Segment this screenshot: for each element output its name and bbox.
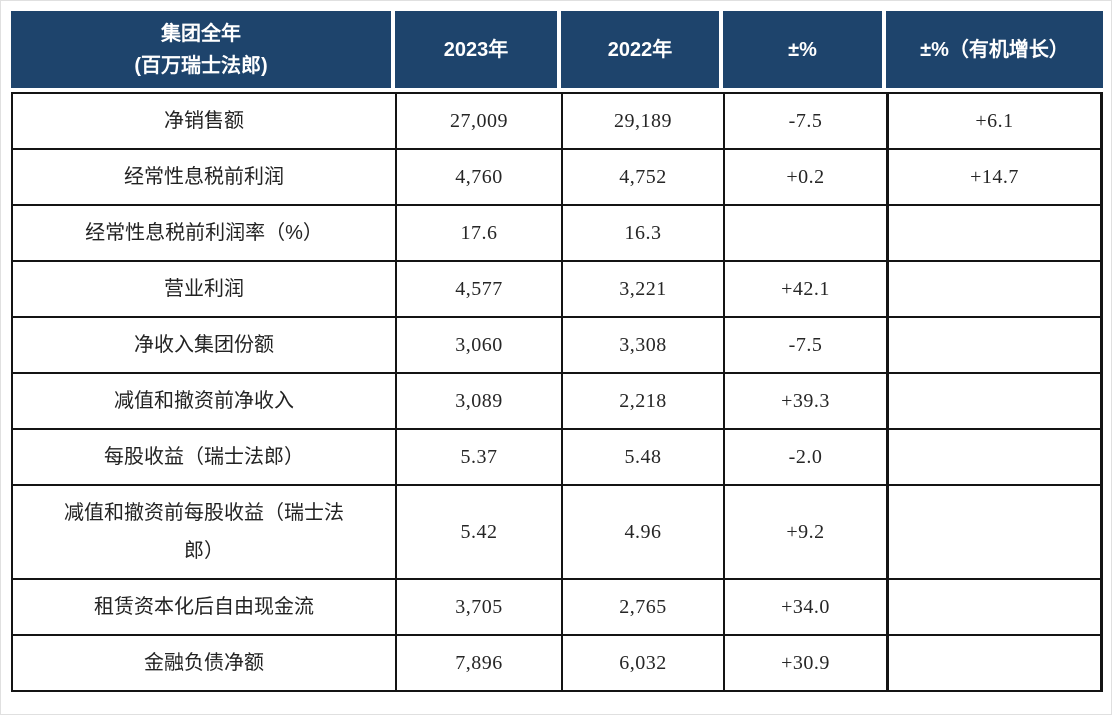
organic-growth xyxy=(886,428,1103,484)
value-2023: 5.37 xyxy=(395,428,561,484)
row-label: 净销售额 xyxy=(11,92,395,148)
change-pct: +42.1 xyxy=(723,260,886,316)
header-year-2023: 2023年 xyxy=(395,11,561,92)
header-group-title-line1: 集团全年 xyxy=(161,22,241,45)
value-2023: 27,009 xyxy=(395,92,561,148)
table-row: 减值和撤资前每股收益（瑞士法郎） 5.42 4.96 +9.2 xyxy=(11,484,1103,578)
change-pct: -2.0 xyxy=(723,428,886,484)
organic-growth xyxy=(886,578,1103,634)
value-2022: 3,308 xyxy=(561,316,723,372)
change-pct: -7.5 xyxy=(723,316,886,372)
value-2023: 17.6 xyxy=(395,204,561,260)
value-2022: 29,189 xyxy=(561,92,723,148)
change-pct xyxy=(723,204,886,260)
table-row: 净收入集团份额 3,060 3,308 -7.5 xyxy=(11,316,1103,372)
financial-results-table: 集团全年 (百万瑞士法郎) 2023年 2022年 ±% ±%（有机增长） 净销… xyxy=(11,11,1103,692)
row-label: 每股收益（瑞士法郎） xyxy=(11,428,395,484)
header-change-pct: ±% xyxy=(723,11,886,92)
change-pct: +0.2 xyxy=(723,148,886,204)
organic-growth xyxy=(886,204,1103,260)
value-2023: 3,089 xyxy=(395,372,561,428)
table-row: 经常性息税前利润率（%） 17.6 16.3 xyxy=(11,204,1103,260)
change-pct: +34.0 xyxy=(723,578,886,634)
row-label: 减值和撤资前净收入 xyxy=(11,372,395,428)
row-label: 金融负债净额 xyxy=(11,634,395,692)
table-row: 营业利润 4,577 3,221 +42.1 xyxy=(11,260,1103,316)
value-2023: 7,896 xyxy=(395,634,561,692)
row-label: 净收入集团份额 xyxy=(11,316,395,372)
organic-growth xyxy=(886,634,1103,692)
row-label: 经常性息税前利润 xyxy=(11,148,395,204)
row-label: 减值和撤资前每股收益（瑞士法郎） xyxy=(11,484,395,578)
organic-growth xyxy=(886,260,1103,316)
value-2022: 4.96 xyxy=(561,484,723,578)
header-group-title-line2: (百万瑞士法郎) xyxy=(134,54,268,77)
organic-growth xyxy=(886,484,1103,578)
organic-growth: +14.7 xyxy=(886,148,1103,204)
table-body: 净销售额 27,009 29,189 -7.5 +6.1 经常性息税前利润 4,760 4,7… xyxy=(11,92,1103,692)
value-2022: 4,752 xyxy=(561,148,723,204)
change-pct: +30.9 xyxy=(723,634,886,692)
organic-growth: +6.1 xyxy=(886,92,1103,148)
table-header: 集团全年 (百万瑞士法郎) 2023年 2022年 ±% ±%（有机增长） xyxy=(11,11,1103,92)
change-pct: +39.3 xyxy=(723,372,886,428)
value-2023: 5.42 xyxy=(395,484,561,578)
change-pct: -7.5 xyxy=(723,92,886,148)
value-2022: 16.3 xyxy=(561,204,723,260)
header-group-title: 集团全年 (百万瑞士法郎) xyxy=(11,11,395,92)
organic-growth xyxy=(886,372,1103,428)
row-label: 营业利润 xyxy=(11,260,395,316)
table-row: 金融负债净额 7,896 6,032 +30.9 xyxy=(11,634,1103,692)
value-2022: 2,218 xyxy=(561,372,723,428)
header-row: 集团全年 (百万瑞士法郎) 2023年 2022年 ±% ±%（有机增长） xyxy=(11,11,1103,92)
table-row: 减值和撤资前净收入 3,089 2,218 +39.3 xyxy=(11,372,1103,428)
row-label: 经常性息税前利润率（%） xyxy=(11,204,395,260)
table-row: 净销售额 27,009 29,189 -7.5 +6.1 xyxy=(11,92,1103,148)
value-2023: 4,577 xyxy=(395,260,561,316)
row-label: 租赁资本化后自由现金流 xyxy=(11,578,395,634)
organic-growth xyxy=(886,316,1103,372)
table-row: 经常性息税前利润 4,760 4,752 +0.2 +14.7 xyxy=(11,148,1103,204)
header-organic-growth: ±%（有机增长） xyxy=(886,11,1103,92)
change-pct: +9.2 xyxy=(723,484,886,578)
table-row: 每股收益（瑞士法郎） 5.37 5.48 -2.0 xyxy=(11,428,1103,484)
value-2023: 4,760 xyxy=(395,148,561,204)
value-2022: 5.48 xyxy=(561,428,723,484)
header-year-2022: 2022年 xyxy=(561,11,723,92)
value-2022: 2,765 xyxy=(561,578,723,634)
value-2023: 3,060 xyxy=(395,316,561,372)
value-2022: 3,221 xyxy=(561,260,723,316)
value-2022: 6,032 xyxy=(561,634,723,692)
table-row: 租赁资本化后自由现金流 3,705 2,765 +34.0 xyxy=(11,578,1103,634)
value-2023: 3,705 xyxy=(395,578,561,634)
